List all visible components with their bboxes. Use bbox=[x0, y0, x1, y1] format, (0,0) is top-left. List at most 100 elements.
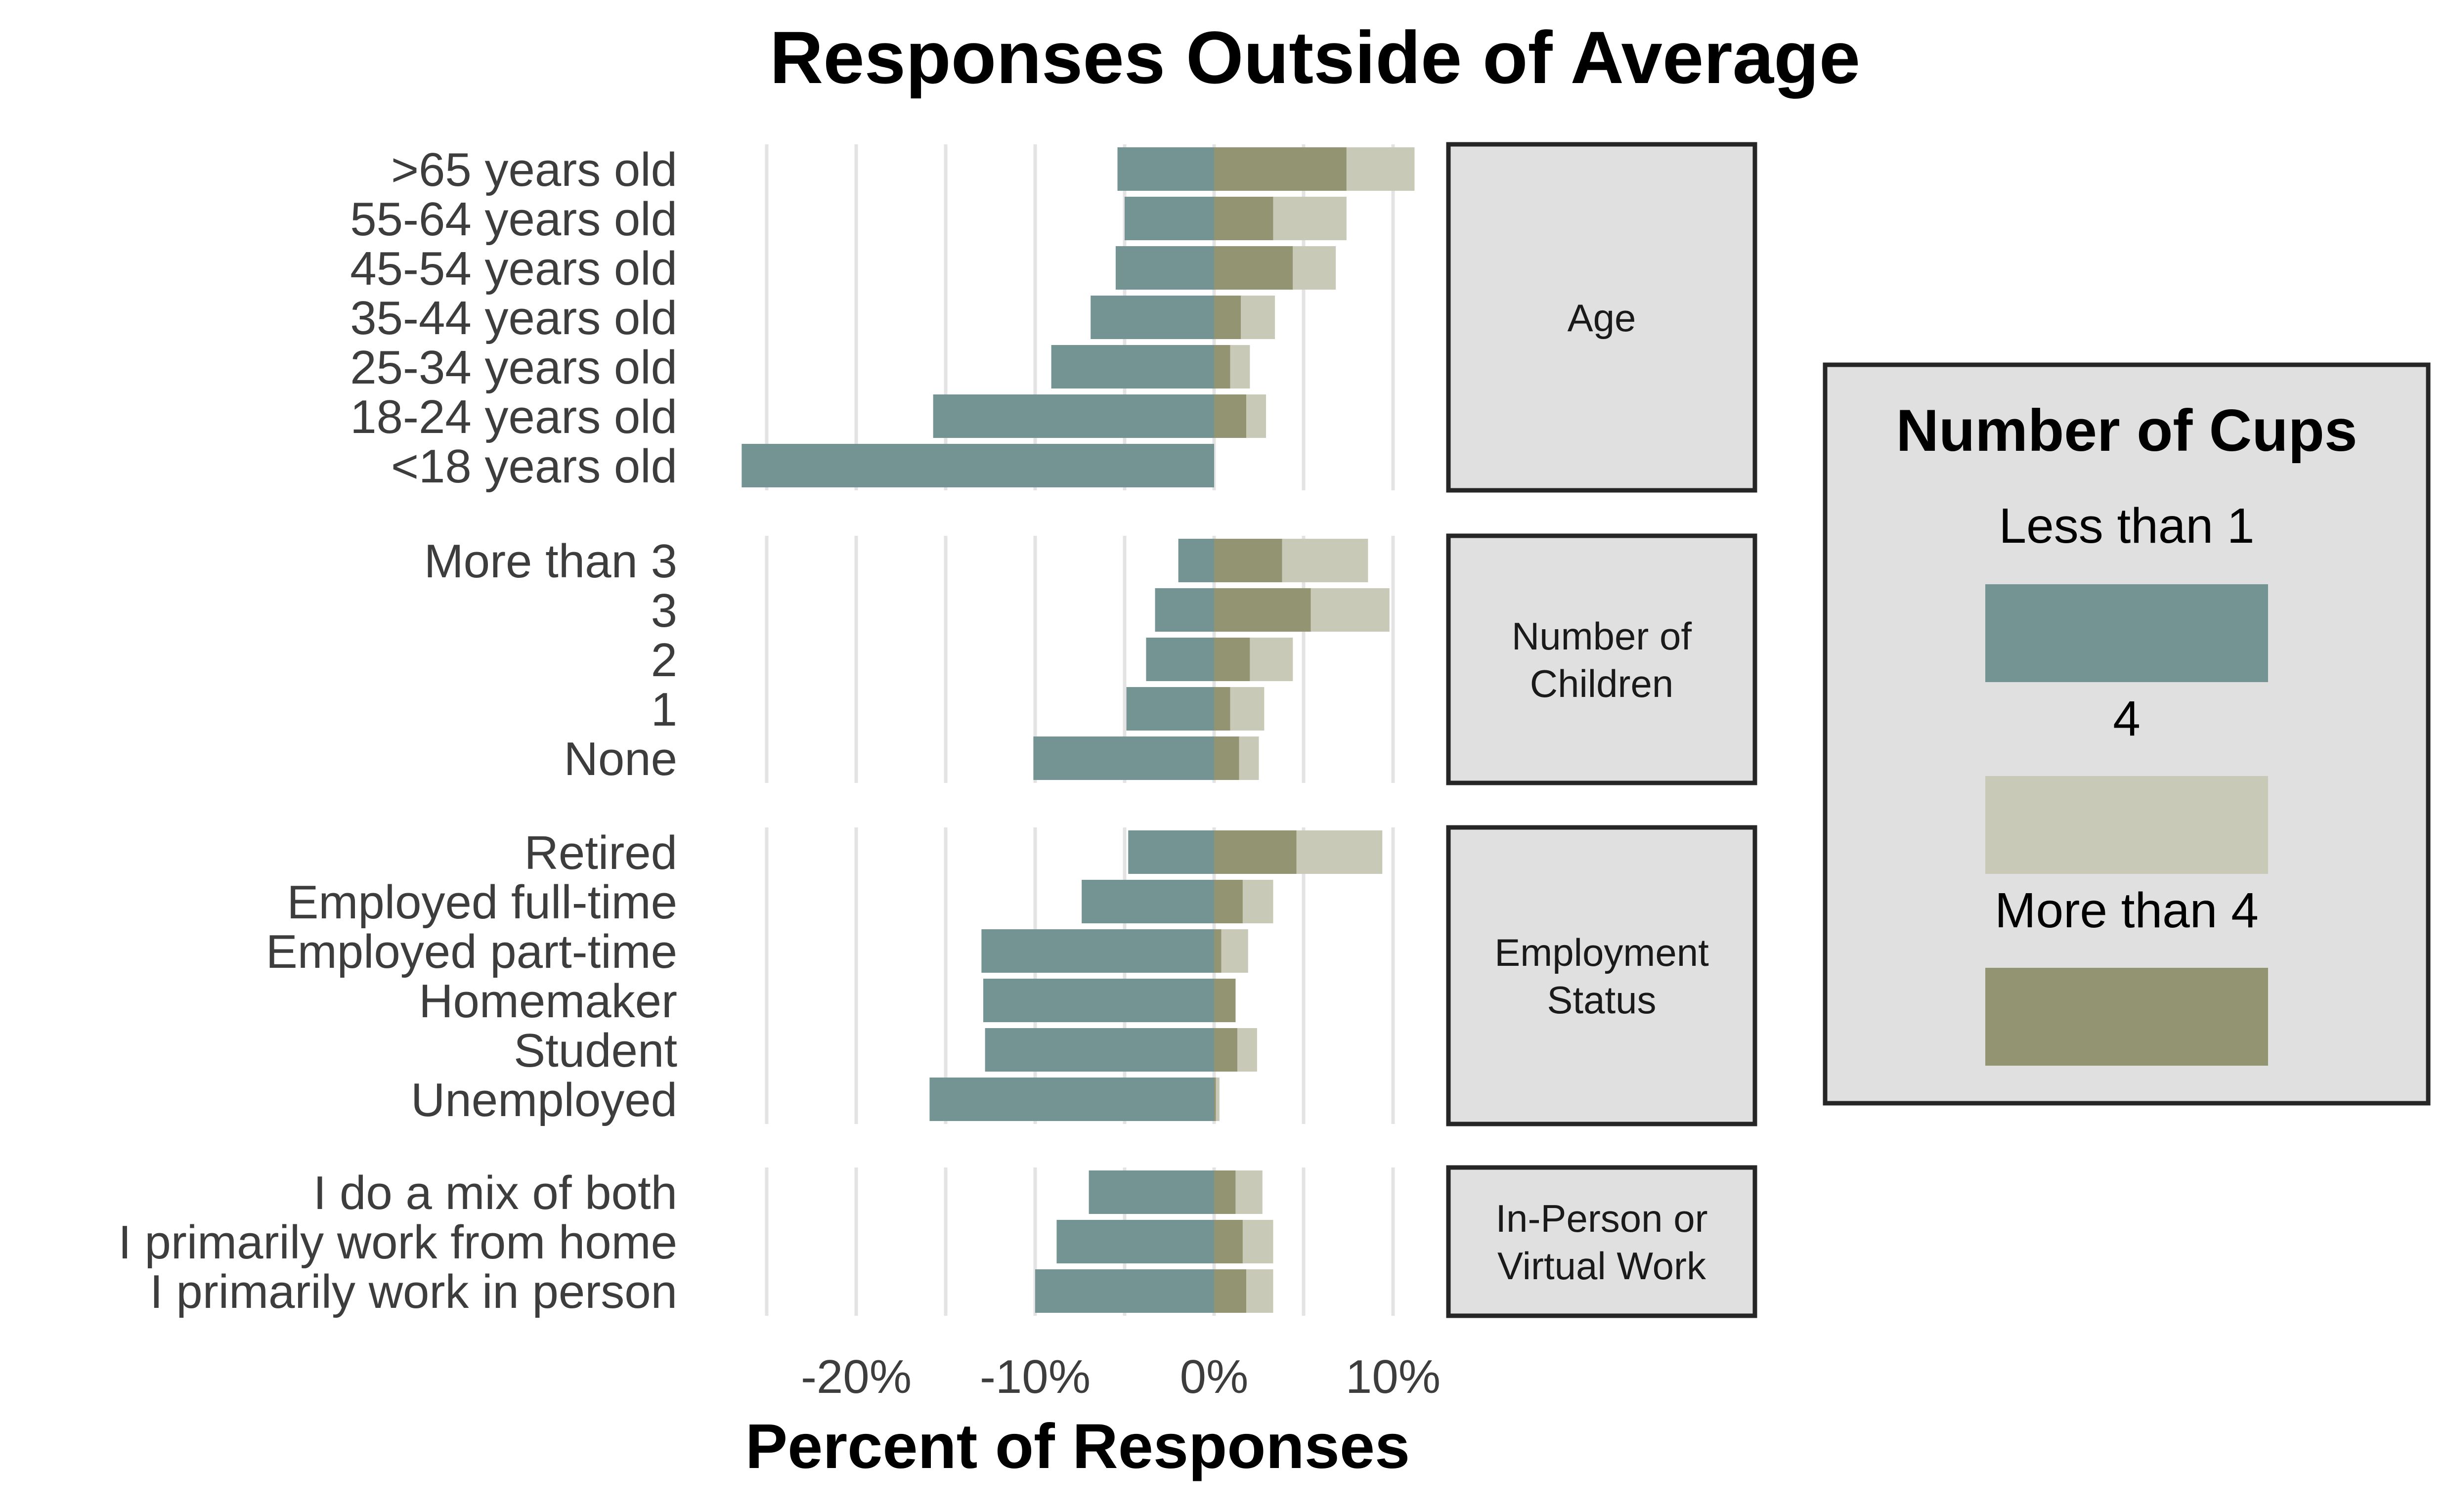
category-label: >65 years old bbox=[391, 143, 677, 196]
bar-less-than-1 bbox=[1155, 588, 1214, 632]
bar-4 bbox=[1242, 880, 1273, 923]
facet-strip-label: Virtual Work bbox=[1497, 1244, 1706, 1288]
facet-strip bbox=[1446, 825, 1757, 1126]
x-tick-label: 10% bbox=[1346, 1350, 1441, 1403]
category-label: Homemaker bbox=[419, 975, 677, 1028]
bar-less-than-1 bbox=[1178, 539, 1214, 582]
category-label: 55-64 years old bbox=[350, 193, 677, 246]
bar-more-than-4 bbox=[1214, 345, 1230, 389]
bar-less-than-1 bbox=[1091, 296, 1214, 339]
bar-less-than-1 bbox=[1126, 687, 1214, 731]
category-label: 3 bbox=[651, 584, 677, 637]
category-label: More than 3 bbox=[424, 535, 677, 588]
legend: Number of Cups Less than 1 4 More than 4 bbox=[1823, 362, 2431, 1106]
category-label: 18-24 years old bbox=[350, 390, 677, 443]
bars bbox=[742, 147, 1415, 1313]
bar-more-than-4 bbox=[1214, 246, 1293, 290]
bar-4 bbox=[1311, 588, 1390, 632]
category-label: Employed part-time bbox=[266, 925, 677, 978]
legend-title: Number of Cups bbox=[1896, 397, 2357, 464]
category-label: 2 bbox=[651, 634, 677, 687]
bar-4 bbox=[1273, 197, 1347, 240]
bar-less-than-1 bbox=[1035, 1269, 1214, 1313]
facet-strip-label: Status bbox=[1547, 978, 1656, 1022]
bar-more-than-4 bbox=[1214, 638, 1250, 681]
category-label: I primarily work from home bbox=[118, 1216, 677, 1269]
bar-4 bbox=[1282, 539, 1368, 582]
bar-less-than-1 bbox=[1146, 638, 1214, 681]
bar-more-than-4 bbox=[1214, 1220, 1243, 1263]
bar-less-than-1 bbox=[985, 1028, 1214, 1072]
category-label: <18 years old bbox=[391, 440, 677, 493]
bar-4 bbox=[1346, 147, 1415, 191]
bar-less-than-1 bbox=[1128, 830, 1214, 874]
category-label: 25-34 years old bbox=[350, 341, 677, 394]
category-label: 45-54 years old bbox=[350, 242, 677, 295]
category-label: I primarily work in person bbox=[150, 1265, 677, 1318]
bar-more-than-4 bbox=[1214, 929, 1222, 973]
bar-more-than-4 bbox=[1214, 394, 1247, 438]
bar-less-than-1 bbox=[929, 1078, 1214, 1121]
category-label: Employed full-time bbox=[287, 876, 677, 929]
bar-more-than-4 bbox=[1214, 1078, 1216, 1121]
category-label: 1 bbox=[651, 683, 677, 736]
bar-4 bbox=[1239, 736, 1259, 780]
facet-strip-label: Children bbox=[1530, 662, 1673, 705]
bar-more-than-4 bbox=[1214, 687, 1230, 731]
bar-less-than-1 bbox=[1051, 345, 1214, 389]
bar-4 bbox=[1250, 638, 1293, 681]
bar-more-than-4 bbox=[1214, 830, 1297, 874]
facet-strip-label: In-Person or bbox=[1495, 1197, 1707, 1240]
bar-less-than-1 bbox=[1089, 1170, 1214, 1214]
bar-more-than-4 bbox=[1214, 147, 1347, 191]
category-label: None bbox=[564, 733, 678, 785]
bar-less-than-1 bbox=[1033, 736, 1214, 780]
x-tick-label: 0% bbox=[1180, 1350, 1249, 1403]
gridlines bbox=[765, 144, 1395, 1316]
bar-more-than-4 bbox=[1214, 588, 1311, 632]
x-tick-label: -10% bbox=[980, 1350, 1091, 1403]
bar-4 bbox=[1293, 246, 1336, 290]
bar-4 bbox=[1230, 687, 1265, 731]
bar-4 bbox=[1241, 296, 1275, 339]
bar-less-than-1 bbox=[933, 394, 1214, 438]
bar-more-than-4 bbox=[1214, 1269, 1247, 1313]
category-label: Retired bbox=[524, 826, 677, 879]
legend-label: More than 4 bbox=[1995, 883, 2259, 938]
bar-less-than-1 bbox=[1125, 197, 1214, 240]
bar-more-than-4 bbox=[1214, 539, 1282, 582]
bar-more-than-4 bbox=[1214, 880, 1243, 923]
bar-4 bbox=[1216, 1078, 1220, 1121]
bar-4 bbox=[1235, 1170, 1263, 1214]
bar-more-than-4 bbox=[1214, 736, 1239, 780]
bar-less-than-1 bbox=[1056, 1220, 1214, 1263]
bar-4 bbox=[1221, 929, 1248, 973]
bar-4 bbox=[1246, 394, 1266, 438]
bar-more-than-4 bbox=[1214, 1170, 1236, 1214]
bar-more-than-4 bbox=[1214, 979, 1236, 1022]
bar-less-than-1 bbox=[981, 929, 1214, 973]
bar-4 bbox=[1242, 1220, 1273, 1263]
bar-4 bbox=[1237, 1028, 1257, 1072]
facet-strip bbox=[1446, 1165, 1757, 1318]
legend-label: 4 bbox=[2113, 691, 2141, 746]
legend-swatch bbox=[1985, 968, 2268, 1066]
x-tick-label: -20% bbox=[801, 1350, 912, 1403]
bar-less-than-1 bbox=[742, 444, 1214, 487]
bar-4 bbox=[1230, 345, 1250, 389]
legend-swatch bbox=[1985, 776, 2268, 874]
facet-strip-label: Employment bbox=[1494, 931, 1709, 974]
bar-less-than-1 bbox=[1115, 246, 1214, 290]
category-label: I do a mix of both bbox=[313, 1166, 677, 1219]
facet-strip-label: Age bbox=[1568, 296, 1636, 340]
bar-more-than-4 bbox=[1214, 1028, 1238, 1072]
bar-more-than-4 bbox=[1214, 296, 1241, 339]
category-label: Unemployed bbox=[411, 1074, 677, 1126]
category-label: Student bbox=[514, 1024, 677, 1077]
facet-strip-label: Number of bbox=[1512, 614, 1692, 658]
x-axis-title: Percent of Responses bbox=[745, 1411, 1410, 1482]
bar-4 bbox=[1296, 830, 1383, 874]
